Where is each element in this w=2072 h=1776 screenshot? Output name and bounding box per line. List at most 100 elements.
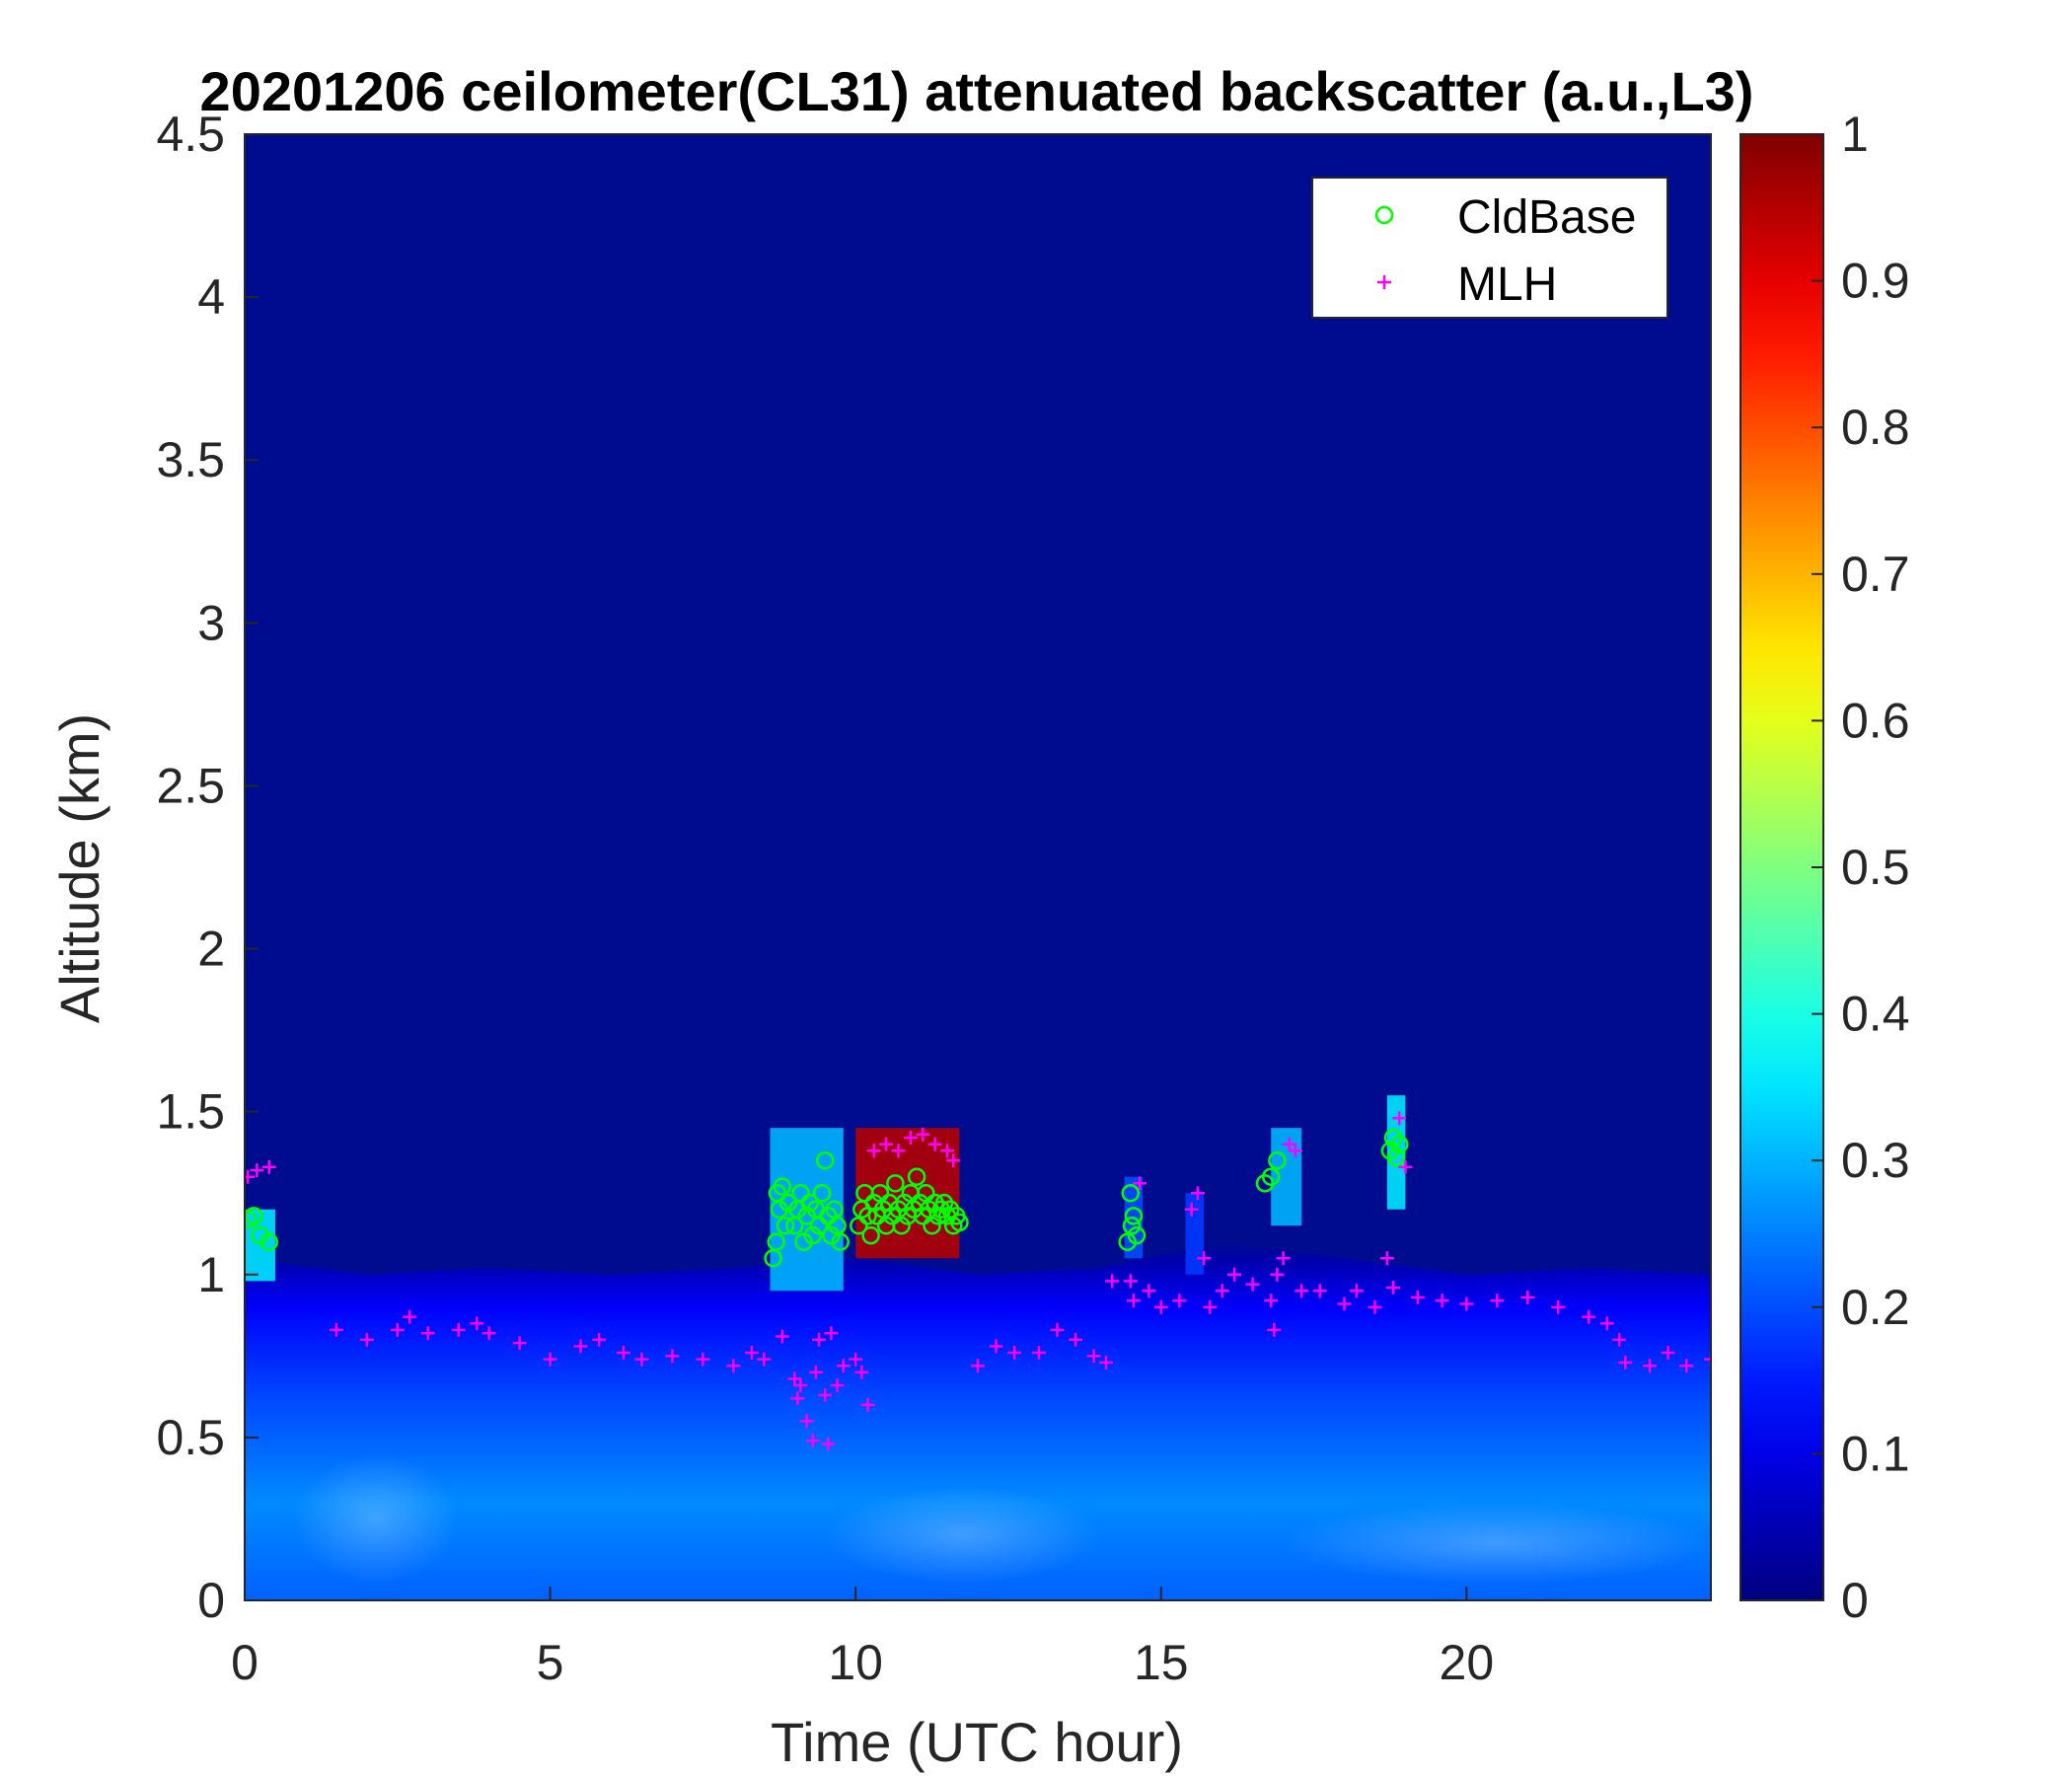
mlh-point [1582,1309,1596,1324]
colorbar-tick-label: 0.3 [1841,1133,1910,1188]
boundary-layer-region [245,1241,1711,1600]
mlh-point [696,1352,710,1367]
y-tick-label: 2.5 [156,758,225,813]
y-tick-label: 0.5 [156,1410,225,1465]
mlh-point [1069,1332,1083,1347]
mlh-point [726,1359,741,1373]
mlh-point [1172,1294,1187,1308]
mlh-point [1197,1251,1212,1266]
cldbase-point [797,1207,816,1225]
mlh-point [903,1131,918,1146]
mlh-point [1133,1176,1147,1191]
mlh-point [824,1326,839,1341]
mlh-point [1379,1251,1394,1266]
x-tick-label: 0 [231,1635,259,1690]
mlh-point [329,1322,343,1337]
mlh-point [787,1371,802,1386]
mlh-point [849,1352,863,1367]
mlh-point [757,1352,772,1367]
mlh-point [1349,1284,1364,1298]
colorbar-ticks: 0 0.1 0.2 0.3 0.4 0.5 0.6 0.7 0.8 0.9 1 [1812,107,1910,1628]
legend-mlh-label: MLH [1457,259,1557,311]
mlh-point [1031,1346,1046,1361]
colorbar-tick-label: 0.6 [1841,693,1910,748]
plot-frame [244,133,1712,1601]
mlh-point [1599,1316,1614,1331]
cldbase-point [1124,1207,1144,1225]
colorbar-tick-label: 0 [1841,1573,1869,1628]
mlh-point [1661,1346,1675,1361]
y-tick-label: 1 [197,1247,225,1302]
colorbar-tick-label: 0.4 [1841,987,1910,1042]
mlh-point [1295,1284,1309,1298]
chart-title: 20201206 ceilometer(CL31) attenuated bac… [200,60,1754,122]
mlh-point [359,1332,374,1347]
mlh-point [512,1336,527,1351]
mlh-point [573,1339,588,1354]
cldbase-point [1389,1135,1409,1153]
mlh-point [1270,1267,1285,1282]
mlh-point [946,1153,961,1168]
cldbase-point [831,1232,850,1252]
cldbase-point [803,1225,823,1245]
cldbase-point [1127,1225,1147,1245]
mlh-point [616,1346,630,1361]
mlh-point [634,1352,649,1367]
colorbar-tick-label: 1 [1841,107,1869,162]
y-tick-label: 2 [197,922,225,977]
mlh-point [1215,1284,1229,1298]
mlh-point [916,1127,930,1142]
cldbase-point [245,1207,263,1225]
mlh-point [1190,1186,1205,1201]
colorbar-scale [1739,133,1824,1601]
colorbar: 0 0.1 0.2 0.3 0.4 0.5 0.6 0.7 0.8 0.9 1 [1739,107,1910,1628]
cldbase-point [1121,1183,1141,1203]
y-tick-label: 3 [197,595,225,650]
mlh-point [927,1137,942,1151]
mlh-point [1123,1274,1138,1289]
mlh-point [854,1365,869,1379]
mlh-point [403,1309,417,1324]
mlh-point [1392,1111,1407,1126]
mlh-point [891,1144,906,1158]
mlh-point [1126,1294,1141,1308]
cldbase-point [886,1174,905,1193]
surface-backscatter-patch [1283,1502,1711,1585]
y-tick-label: 4 [197,269,225,325]
mlh-point [1368,1299,1382,1314]
mlh-point [390,1322,405,1337]
mlh-point [1520,1290,1535,1304]
mlh-point [1105,1274,1120,1289]
mlh-point [1288,1144,1302,1158]
surface-backscatter-patch [825,1486,1100,1585]
mlh-point [1227,1267,1242,1282]
x-axis-label: Time (UTC hour) [771,1711,1183,1773]
mlh-point [1153,1299,1168,1314]
cldbase-point [776,1216,795,1235]
mlh-point [1099,1355,1114,1369]
y-tick-label: 0 [197,1573,225,1628]
mlh-point [1276,1251,1291,1266]
mlh-point [805,1434,820,1448]
mlh-point [481,1326,496,1341]
legend: CldBase MLH [1311,177,1668,319]
mlh-point [1267,1322,1282,1337]
y-axis: 0 0.5 1 1.5 2 2.5 3 3.5 4 4.5 [156,107,259,1628]
cldbase-point [1261,1167,1281,1186]
mlh-point [470,1316,484,1331]
mlh-point [420,1326,435,1341]
cldbase-point [861,1225,880,1245]
mlh-point [665,1349,680,1364]
mlh-point [775,1329,789,1344]
mlh-point [1490,1294,1505,1308]
mlh-point [1245,1277,1260,1292]
legend-cldbase-marker [1374,205,1394,225]
cldbase-point [809,1216,829,1235]
mlh-point [879,1137,894,1151]
cloud-feature [1271,1128,1302,1226]
mlh-point [1410,1290,1425,1304]
mlh-point [818,1387,833,1402]
mlh-point [1282,1137,1296,1151]
x-tick-label: 15 [1134,1635,1189,1690]
cloud-feature [1185,1193,1205,1275]
